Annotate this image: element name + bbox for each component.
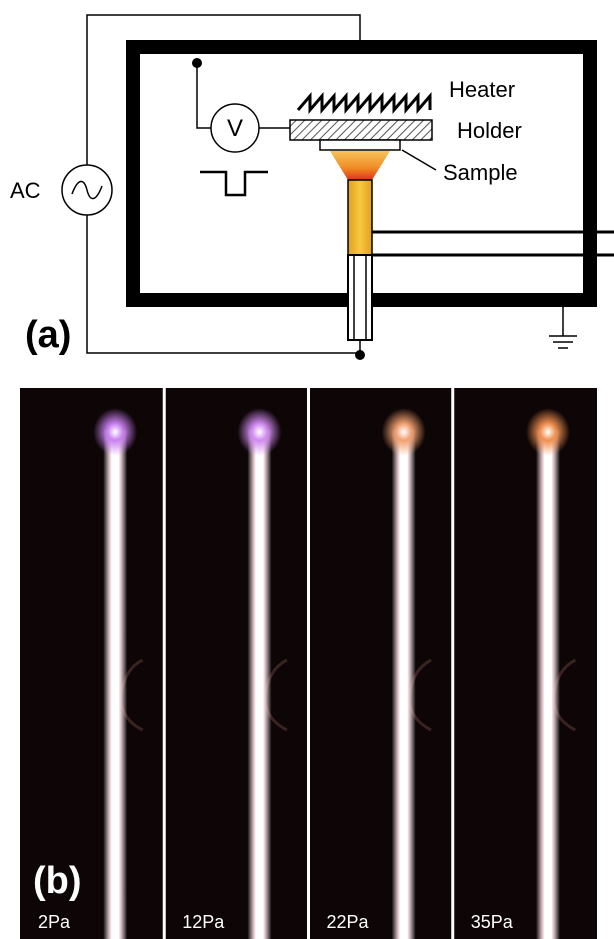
sample-label: Sample xyxy=(443,160,518,185)
photo-label: 22Pa xyxy=(327,912,370,932)
photo-label: 12Pa xyxy=(182,912,225,932)
discharge-core xyxy=(544,440,552,939)
ac-label: AC xyxy=(10,178,41,203)
photo xyxy=(453,388,597,939)
plasma xyxy=(330,151,390,180)
panel-label: (a) xyxy=(25,314,71,356)
tube xyxy=(348,180,372,255)
voltmeter-label: V xyxy=(227,115,243,142)
photo xyxy=(309,388,453,939)
holder-label: Holder xyxy=(457,118,522,143)
holder xyxy=(290,120,432,140)
photo xyxy=(164,388,308,939)
discharge-core xyxy=(111,440,119,939)
plasma-glow xyxy=(382,408,426,456)
discharge-core xyxy=(400,440,408,939)
plasma-glow xyxy=(526,408,570,456)
heater-label: Heater xyxy=(449,77,515,102)
leader-line xyxy=(402,150,436,170)
panel-label: (b) xyxy=(33,860,82,902)
photo-label: 2Pa xyxy=(38,912,71,932)
plasma-glow xyxy=(93,408,137,456)
discharge-core xyxy=(255,440,263,939)
photo xyxy=(20,388,164,939)
photos: 2Pa 12Pa 22Pa 35Pa xyxy=(20,388,597,939)
pulse-icon xyxy=(200,172,268,195)
wire xyxy=(197,63,211,128)
plasma-glow xyxy=(237,408,281,456)
figure: AC V Heater Holder Sample (a) 2Pa 12Pa 22P… xyxy=(0,0,614,939)
junction xyxy=(355,350,365,360)
tube xyxy=(348,255,372,340)
sample xyxy=(320,140,400,150)
panel-a xyxy=(62,15,614,353)
photo-label: 35Pa xyxy=(471,912,514,932)
junction xyxy=(355,40,365,50)
junction xyxy=(192,58,202,68)
heater xyxy=(298,96,430,110)
